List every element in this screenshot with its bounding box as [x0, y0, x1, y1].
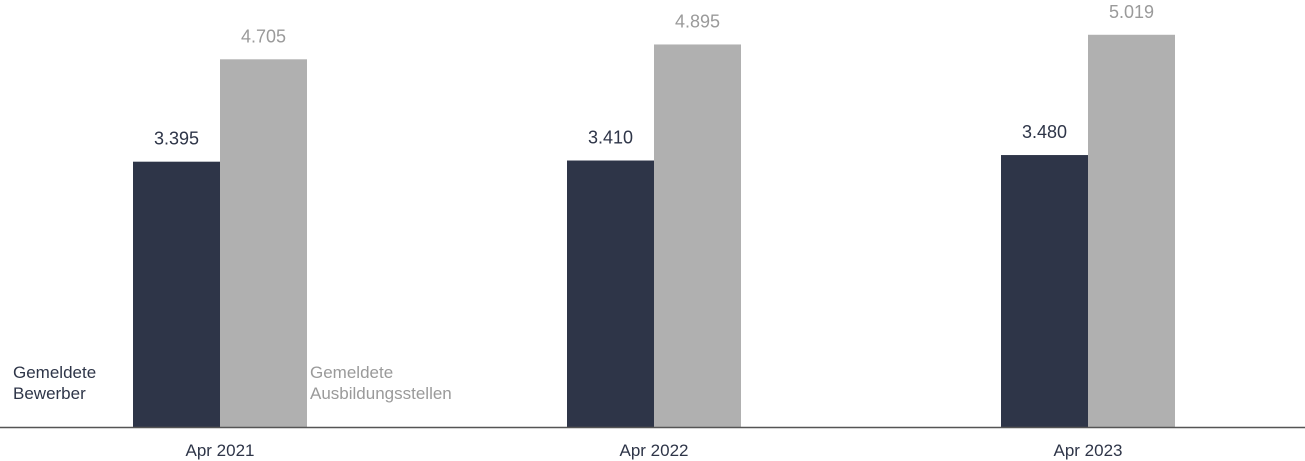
x-tick-label: Apr 2021 — [186, 441, 255, 460]
bar — [1088, 34, 1175, 427]
bar — [133, 161, 220, 427]
bar — [567, 160, 654, 427]
bar-value-label: 3.395 — [154, 129, 199, 149]
series-label-gemeldete-bewerber: Gemeldete Bewerber — [13, 363, 97, 403]
bar — [654, 44, 741, 427]
series-label-gemeldete-ausbildungsstellen: Gemeldete Ausbildungsstellen — [310, 363, 452, 403]
bar-value-label: 5.019 — [1109, 2, 1154, 22]
bar-value-label: 4.895 — [675, 11, 720, 31]
bar — [220, 59, 307, 428]
x-tick-label: Apr 2022 — [620, 441, 689, 460]
x-tick-label: Apr 2023 — [1054, 441, 1123, 460]
bar-value-label: 4.705 — [241, 26, 286, 46]
bar — [1001, 155, 1088, 428]
bar-value-label: 3.480 — [1022, 122, 1067, 142]
bar-value-label: 3.410 — [588, 128, 633, 148]
